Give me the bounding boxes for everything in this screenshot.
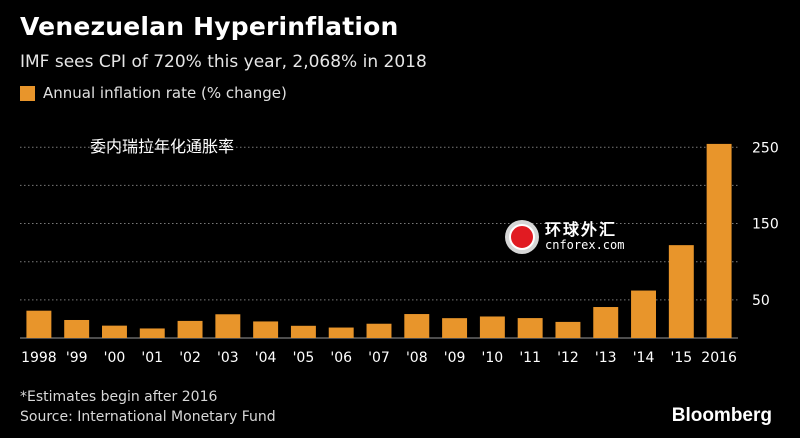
x-tick-label: '07 — [368, 350, 390, 366]
x-tick-label: '01 — [141, 350, 163, 366]
y-tick-label: 50 — [752, 293, 770, 309]
bar — [631, 290, 656, 338]
bar — [668, 245, 694, 338]
bar — [139, 328, 165, 338]
chart-title: Venezuelan Hyperinflation — [20, 12, 399, 41]
x-tick-label: '15 — [670, 350, 692, 366]
watermark: 环球外汇 cnforex.com — [505, 220, 624, 254]
bar — [177, 320, 203, 338]
watermark-text: 环球外汇 cnforex.com — [545, 220, 625, 253]
bar — [366, 323, 392, 338]
y-tick-label: 250 — [752, 140, 779, 156]
bar — [253, 321, 279, 338]
x-tick-label: '03 — [217, 350, 239, 366]
bar — [26, 310, 52, 338]
cnforex-logo-icon — [505, 220, 539, 254]
bar — [442, 318, 468, 338]
gridlines — [20, 146, 738, 339]
y-tick-labels: 50 150 250 — [752, 140, 779, 309]
bar — [555, 321, 581, 338]
watermark-cn: 环球外汇 — [545, 220, 618, 240]
x-tick-label: '05 — [293, 350, 315, 366]
bar — [102, 325, 127, 338]
x-tick-label: '13 — [595, 350, 617, 366]
x-tick-label: '04 — [255, 350, 277, 366]
x-tick-label: '10 — [482, 350, 504, 366]
bar — [215, 314, 241, 338]
y-tick-label: 150 — [752, 217, 779, 233]
x-tick-label: '11 — [519, 350, 541, 366]
x-tick-label: '06 — [330, 350, 352, 366]
x-tick-label: 2016 — [701, 350, 737, 366]
legend: Annual inflation rate (% change) — [20, 84, 287, 102]
x-tick-label: '12 — [557, 350, 579, 366]
bar — [593, 307, 619, 338]
bar-chart: 50 150 250 1998 '99 '00 '01 '02 '03 '04 '05 '06 '07… — [20, 140, 779, 366]
x-tick-label: 1998 — [21, 350, 57, 366]
x-tick-label: '02 — [179, 350, 201, 366]
bar — [479, 316, 505, 338]
bar — [328, 327, 354, 338]
bar — [517, 318, 543, 338]
bars — [26, 143, 732, 338]
bar — [706, 143, 732, 338]
bar — [64, 319, 90, 338]
x-tick-label: '14 — [633, 350, 655, 366]
source-note: Source: International Monetary Fund — [20, 409, 276, 425]
x-tick-label: '99 — [66, 350, 88, 366]
legend-label: Annual inflation rate (% change) — [43, 84, 287, 102]
watermark-en: cnforex.com — [545, 238, 625, 253]
legend-swatch — [20, 85, 35, 101]
x-tick-labels: 1998 '99 '00 '01 '02 '03 '04 '05 '06 '07 '08 '09 '10… — [21, 350, 737, 366]
x-tick-label: '08 — [406, 350, 428, 366]
bar — [404, 314, 430, 338]
bar — [290, 325, 316, 338]
chinese-annotation: 委内瑞拉年化通胀率 — [90, 137, 235, 156]
chart-subtitle: IMF sees CPI of 720% this year, 2,068% i… — [20, 52, 427, 72]
bloomberg-logo: Bloomberg — [671, 405, 772, 426]
footnote: *Estimates begin after 2016 — [20, 389, 218, 405]
x-tick-label: '00 — [104, 350, 126, 366]
x-tick-label: '09 — [444, 350, 466, 366]
